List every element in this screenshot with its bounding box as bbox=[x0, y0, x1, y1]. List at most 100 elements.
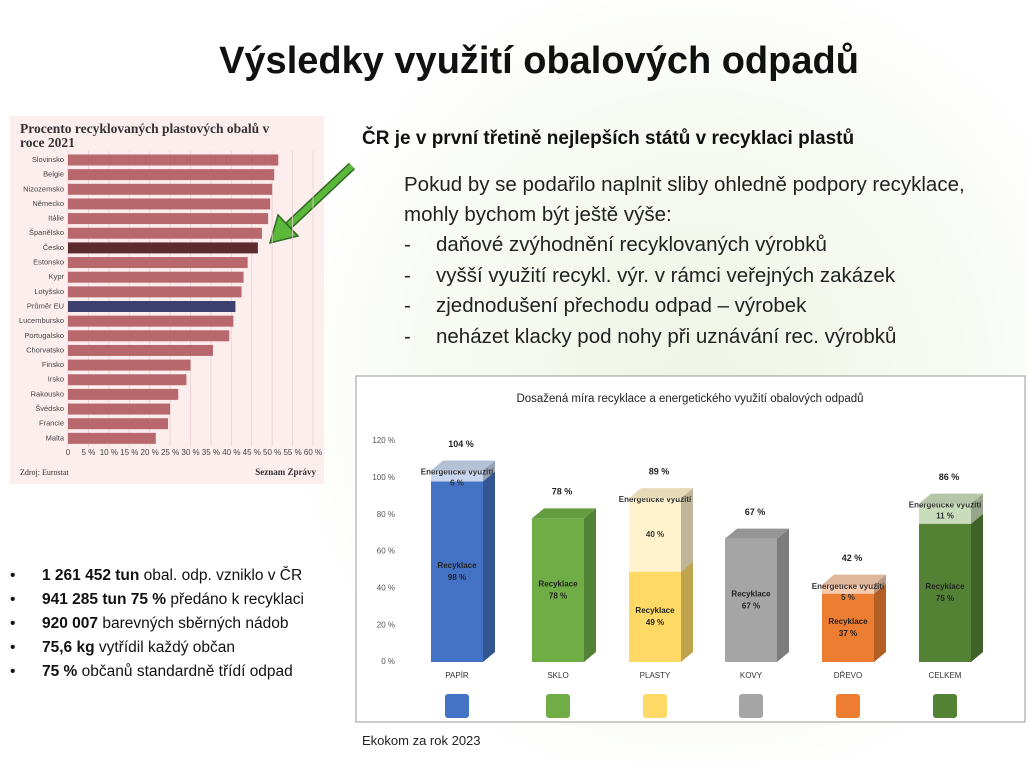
bar-top bbox=[629, 488, 693, 499]
bar-side bbox=[874, 574, 886, 594]
bar bbox=[68, 330, 230, 342]
stat-item: 920 007 barevných sběrných nádob bbox=[10, 612, 304, 636]
y-tick-label: Německo bbox=[32, 199, 64, 208]
category-icon bbox=[445, 694, 469, 718]
bar bbox=[68, 154, 279, 166]
x-tick-label: 50 % bbox=[263, 448, 281, 457]
bar bbox=[68, 183, 273, 195]
bar bbox=[68, 403, 171, 415]
bar-top bbox=[431, 460, 495, 471]
stat-item: 75,6 kg vytřídil každý občan bbox=[10, 636, 304, 660]
total-label: 78 % bbox=[552, 487, 573, 497]
y-tick-label: Rakousko bbox=[31, 389, 64, 398]
stat-item: 1 261 452 tun obal. odp. vzniklo v ČR bbox=[10, 564, 304, 588]
y-tick-label: 60 % bbox=[377, 547, 395, 556]
data-label: 37 % bbox=[839, 629, 857, 638]
y-tick-label: 40 % bbox=[377, 583, 395, 592]
x-tick-label: 20 % bbox=[141, 448, 159, 457]
bar-top bbox=[919, 493, 983, 504]
bar-top bbox=[532, 508, 596, 519]
category-icon bbox=[546, 694, 570, 718]
series-label: Energetické využití bbox=[909, 501, 982, 510]
y-tick-label: 100 % bbox=[372, 473, 395, 482]
y-tick-label: 20 % bbox=[377, 620, 395, 629]
total-label: 67 % bbox=[745, 507, 766, 517]
y-tick-label: Estonsko bbox=[33, 258, 64, 267]
bar bbox=[629, 498, 681, 572]
chart2-title: Dosažená míra recyklace a energetického … bbox=[516, 393, 863, 405]
stat-item: 75 % občanů standardně třídí odpad bbox=[10, 660, 304, 684]
bar bbox=[822, 584, 874, 594]
y-tick-label: Průměr EU bbox=[27, 301, 64, 310]
chart1-source: Zdroj: Eurostat bbox=[20, 468, 69, 477]
y-tick-label: 80 % bbox=[377, 510, 395, 519]
y-tick-label: 120 % bbox=[372, 436, 395, 445]
x-tick-label: PAPÍR bbox=[445, 671, 469, 680]
claim-intro: Pokud by se podařilo naplnit sliby ohled… bbox=[404, 173, 965, 226]
bar-side bbox=[971, 493, 983, 524]
series-label: Energetické využití bbox=[619, 495, 692, 504]
total-label: 104 % bbox=[448, 439, 474, 449]
slide-title: Výsledky využití obalových odpadů bbox=[219, 40, 859, 82]
category-icon bbox=[643, 694, 667, 718]
bar-top bbox=[725, 528, 789, 539]
stat-text: barevných sběrných nádob bbox=[102, 615, 289, 632]
y-tick-label: Finsko bbox=[42, 360, 64, 369]
x-tick-label: 30 % bbox=[181, 448, 199, 457]
bar bbox=[431, 470, 483, 482]
bar bbox=[822, 593, 874, 662]
stat-item: 941 285 tun 75 % předáno k recyklaci bbox=[10, 588, 304, 612]
data-label: 75 % bbox=[936, 594, 954, 603]
bar bbox=[68, 257, 248, 269]
bar bbox=[68, 169, 275, 181]
bar bbox=[68, 198, 271, 210]
data-label: 67 % bbox=[742, 601, 760, 610]
series-label: Energetické využití bbox=[812, 582, 885, 591]
bar-side bbox=[971, 513, 983, 662]
bar bbox=[68, 286, 242, 298]
data-label: 40 % bbox=[646, 530, 664, 539]
x-tick-label: KOVY bbox=[740, 671, 763, 680]
y-tick-label: Česko bbox=[43, 243, 64, 252]
category-icon bbox=[836, 694, 860, 718]
y-tick-label: Španělsko bbox=[29, 228, 64, 237]
y-tick-label: Belgie bbox=[43, 170, 64, 179]
bar bbox=[68, 271, 244, 283]
source-note: Ekokom za rok 2023 bbox=[362, 733, 481, 748]
y-tick-label: Lucembursko bbox=[19, 316, 64, 325]
data-label: 11 % bbox=[936, 512, 954, 521]
x-tick-label: DŘEVO bbox=[834, 671, 862, 680]
y-tick-label: Lotyšsko bbox=[34, 287, 64, 296]
claim-item: daňové zvýhodnění recyklovaných výrobků bbox=[404, 230, 896, 261]
stat-text: vytřídil každý občan bbox=[98, 639, 235, 656]
stat-text: občanů standardně třídí odpad bbox=[81, 663, 293, 680]
stats-list: 1 261 452 tun obal. odp. vzniklo v ČR941… bbox=[10, 564, 304, 684]
bar bbox=[68, 344, 213, 356]
y-tick-label: Nizozemsko bbox=[23, 184, 64, 193]
bar-top bbox=[822, 574, 886, 585]
x-tick-label: 55 % bbox=[283, 448, 301, 457]
data-label: 6 % bbox=[450, 479, 464, 488]
bar bbox=[532, 518, 584, 662]
bar-side bbox=[681, 488, 693, 572]
claim-list: daňové zvýhodnění recyklovaných výrobkův… bbox=[404, 230, 896, 352]
arrow-head bbox=[268, 213, 300, 245]
claim-item: neházet klacky pod nohy při uznávání rec… bbox=[404, 322, 896, 353]
bar-side bbox=[584, 508, 596, 662]
y-tick-label: Irsko bbox=[48, 375, 64, 384]
stat-value: 75 % bbox=[42, 663, 78, 680]
y-tick-label: Portugalsko bbox=[24, 331, 64, 340]
y-tick-label: Malta bbox=[46, 433, 65, 442]
y-tick-label: Francie bbox=[39, 419, 64, 428]
claim-heading: ČR je v první třetině nejlepších států v… bbox=[362, 128, 855, 149]
total-label: 42 % bbox=[842, 553, 863, 563]
data-label: 78 % bbox=[549, 591, 567, 600]
x-tick-label: 5 % bbox=[82, 448, 96, 457]
series-label: Recyklace bbox=[635, 606, 675, 615]
x-tick-label: 60 % bbox=[304, 448, 322, 457]
series-label: Recyklace bbox=[731, 589, 771, 598]
bar-side bbox=[874, 583, 886, 662]
x-tick-label: CELKEM bbox=[929, 671, 962, 680]
